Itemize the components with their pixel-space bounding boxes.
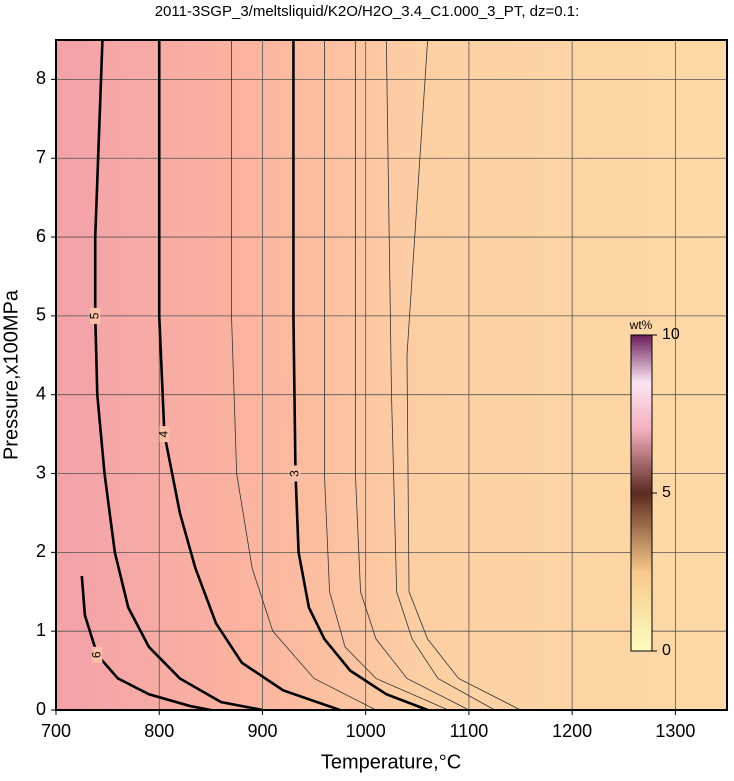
colorbar-tick-label: 5 bbox=[662, 484, 671, 501]
minor-contour-line bbox=[354, 40, 470, 711]
colorbar-tick-label: 0 bbox=[662, 642, 671, 659]
minor-contour-line bbox=[231, 40, 377, 711]
y-tick-label: 7 bbox=[36, 147, 46, 167]
minor-contour-line bbox=[385, 39, 495, 711]
y-tick-label: 8 bbox=[36, 68, 46, 88]
x-tick-label: 900 bbox=[247, 721, 277, 741]
colorbar-tick-label: 10 bbox=[662, 326, 680, 343]
colorbar bbox=[630, 334, 653, 652]
y-axis-label: Pressure,x100MPa bbox=[0, 289, 22, 460]
x-axis-label: Temperature,°C bbox=[321, 751, 461, 773]
contour-line bbox=[93, 39, 263, 712]
x-tick-label: 1200 bbox=[552, 721, 592, 741]
contour-line bbox=[157, 40, 341, 712]
colorbar-label: wt% bbox=[629, 318, 653, 332]
minor-contour-line bbox=[324, 40, 449, 711]
contour-line bbox=[292, 40, 429, 712]
y-tick-label: 1 bbox=[36, 620, 46, 640]
x-tick-label: 1000 bbox=[346, 721, 386, 741]
contour-label: 6 bbox=[89, 651, 103, 658]
contour-label-bg bbox=[92, 646, 103, 663]
x-tick-label: 1300 bbox=[655, 721, 695, 741]
y-tick-label: 4 bbox=[36, 383, 46, 403]
y-tick-label: 2 bbox=[36, 541, 46, 561]
contour-label: 3 bbox=[288, 470, 302, 477]
y-tick-label: 5 bbox=[36, 305, 46, 325]
plot-frame bbox=[55, 39, 728, 711]
y-tick-label: 0 bbox=[36, 699, 46, 719]
contour-label: 5 bbox=[87, 312, 101, 319]
y-tick-label: 6 bbox=[36, 226, 46, 246]
y-tick-label: 3 bbox=[36, 462, 46, 482]
contour-label-bg bbox=[159, 426, 170, 443]
contour-label: 4 bbox=[157, 430, 171, 437]
chart-title: 2011-3SGP_3/meltsliquid/K2O/H2O_3.4_C1.0… bbox=[155, 3, 580, 20]
contour-line bbox=[80, 575, 212, 712]
x-tick-label: 800 bbox=[144, 721, 174, 741]
minor-contour-line bbox=[406, 39, 521, 711]
x-tick-label: 1100 bbox=[450, 721, 489, 741]
contour-label-bg bbox=[90, 307, 101, 324]
contour-label-bg bbox=[290, 465, 301, 482]
x-tick-label: 700 bbox=[41, 721, 71, 741]
